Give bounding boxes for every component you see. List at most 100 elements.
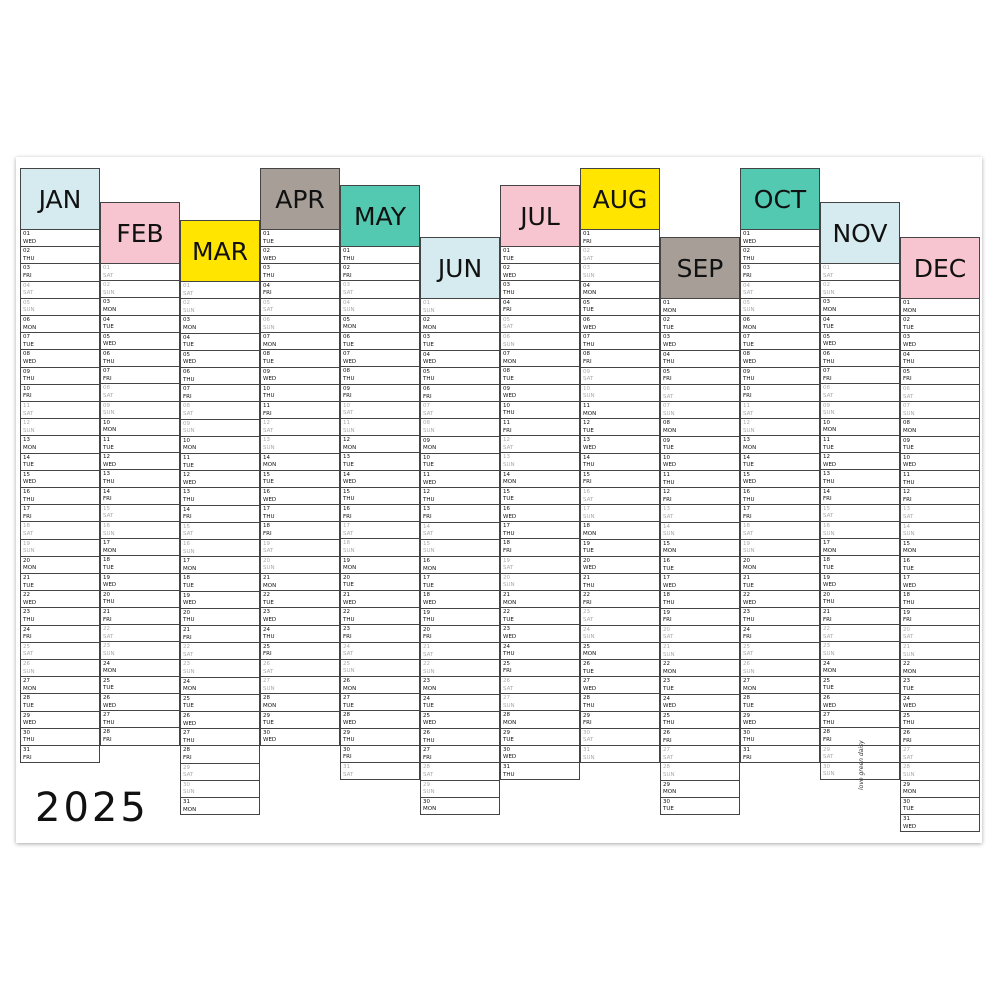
weekday: THU xyxy=(743,255,755,262)
day-number: 13 xyxy=(743,437,750,444)
weekday: MON xyxy=(823,306,837,313)
weekday: MON xyxy=(343,565,357,572)
day-row: 08 TUE xyxy=(500,367,580,385)
day-row: 06 FRI xyxy=(420,385,500,403)
weekday: THU xyxy=(663,359,675,366)
day-row: 02 THU xyxy=(20,247,100,265)
day-number: 06 xyxy=(343,334,350,340)
day-row: 14 SUN xyxy=(660,522,740,540)
day-number: 16 xyxy=(823,523,830,529)
day-row: 12 SAT xyxy=(500,436,580,454)
weekday: TUE xyxy=(903,445,914,452)
weekday: TUE xyxy=(23,462,34,469)
day-row: 24 FRI xyxy=(20,625,100,643)
weekday: FRI xyxy=(343,754,352,761)
day-row: 25 FRI xyxy=(500,659,580,677)
weekday: SUN xyxy=(183,668,195,675)
weekday: SUN xyxy=(423,307,435,314)
day-number: 02 xyxy=(583,248,590,255)
day-row: 02 THU xyxy=(740,247,820,265)
weekday: WED xyxy=(583,565,597,572)
day-row: 03 THU xyxy=(500,281,580,299)
weekday: WED xyxy=(503,272,517,279)
day-number: 27 xyxy=(663,747,670,754)
weekday: MON xyxy=(583,530,597,537)
weekday: FRI xyxy=(823,496,832,503)
day-number: 28 xyxy=(903,764,910,771)
day-row: 09 THU xyxy=(20,367,100,385)
day-number: 16 xyxy=(583,489,590,495)
day-row: 26 WED xyxy=(100,694,180,712)
day-number: 01 xyxy=(423,300,430,306)
weekday: FRI xyxy=(263,530,272,537)
weekday: WED xyxy=(343,719,357,726)
weekday: THU xyxy=(423,737,435,744)
day-number: 29 xyxy=(343,729,350,736)
day-row: 11 WED xyxy=(420,471,500,489)
day-number: 29 xyxy=(23,712,30,719)
day-number: 21 xyxy=(423,644,430,650)
month-header: JUL xyxy=(500,185,580,247)
day-number: 16 xyxy=(183,541,190,547)
day-row: 14 THU xyxy=(580,453,660,471)
weekday: THU xyxy=(503,771,515,778)
day-number: 20 xyxy=(903,626,910,633)
day-row: 01 SAT xyxy=(180,282,260,300)
day-number: 29 xyxy=(503,729,510,736)
day-row: 17 THU xyxy=(260,505,340,523)
day-row: 20 MON xyxy=(740,556,820,574)
day-number: 10 xyxy=(423,454,430,461)
day-number: 26 xyxy=(823,695,830,701)
day-row: 30 SUN xyxy=(180,780,260,798)
day-row: 02 SUN xyxy=(180,299,260,317)
day-number: 03 xyxy=(503,282,510,289)
day-number: 27 xyxy=(583,678,590,685)
day-number: 29 xyxy=(583,712,590,719)
day-number: 25 xyxy=(663,712,670,719)
day-number: 18 xyxy=(263,523,270,530)
day-number: 14 xyxy=(823,488,830,495)
weekday: SUN xyxy=(903,531,915,538)
day-number: 07 xyxy=(903,403,910,410)
weekday: SAT xyxy=(743,290,754,297)
day-number: 19 xyxy=(343,557,350,564)
weekday: MON xyxy=(263,582,277,589)
day-number: 20 xyxy=(103,591,110,598)
weekday: MON xyxy=(183,686,197,693)
day-row: 13 MON xyxy=(740,436,820,454)
weekday: SUN xyxy=(103,410,115,417)
weekday: FRI xyxy=(423,513,432,520)
weekday: THU xyxy=(343,375,355,382)
weekday: TUE xyxy=(663,565,674,572)
day-row: 16 TUE xyxy=(660,557,740,575)
day-number: 26 xyxy=(183,713,190,719)
day-number: 13 xyxy=(263,437,270,444)
day-number: 22 xyxy=(503,609,510,616)
day-row: 02 FRI xyxy=(340,264,420,282)
day-row: 22 SAT xyxy=(100,625,180,643)
day-row: 21 TUE xyxy=(20,574,100,592)
day-row: 11 SAT xyxy=(740,402,820,420)
day-row: 03 SAT xyxy=(340,281,420,299)
month-header: APR xyxy=(260,168,340,230)
day-row: 10 WED xyxy=(900,453,980,471)
weekday: SAT xyxy=(263,668,274,675)
weekday: SUN xyxy=(503,702,515,709)
day-number: 19 xyxy=(903,609,910,616)
day-number: 28 xyxy=(423,764,430,771)
day-number: 03 xyxy=(743,265,750,272)
day-number: 03 xyxy=(103,299,110,306)
day-row: 29 WED xyxy=(740,711,820,729)
day-number: 05 xyxy=(183,351,190,358)
day-number: 11 xyxy=(663,472,670,478)
day-row: 26 SUN xyxy=(740,660,820,678)
weekday: TUE xyxy=(503,255,514,262)
day-number: 08 xyxy=(743,351,750,358)
day-number: 14 xyxy=(23,454,30,461)
day-number: 02 xyxy=(743,248,750,255)
weekday: THU xyxy=(23,737,35,744)
weekday: MON xyxy=(103,427,117,434)
day-row: 25 THU xyxy=(900,711,980,729)
day-number: 11 xyxy=(183,455,190,461)
weekday: MON xyxy=(903,427,917,434)
